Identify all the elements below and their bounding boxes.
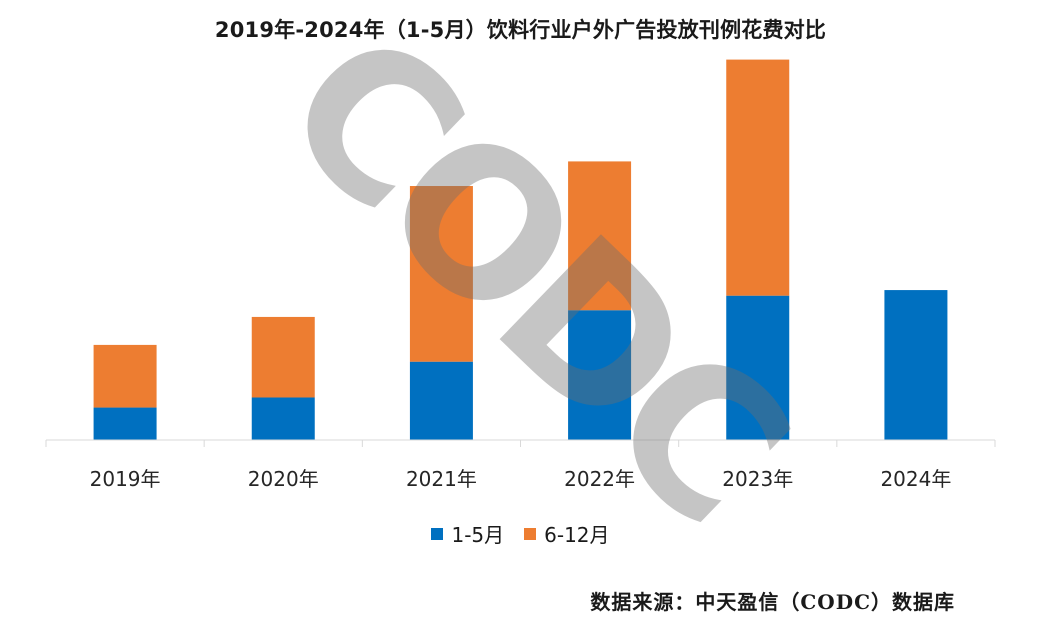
x-tick-label: 2024年	[880, 467, 951, 491]
x-tick-label: 2022年	[564, 467, 635, 491]
x-tick-label: 2020年	[248, 467, 319, 491]
bar-series-1-3	[568, 310, 632, 440]
bar-series-2-1	[251, 316, 315, 398]
x-tick-label: 2021年	[406, 467, 477, 491]
bar-series-2-4	[726, 59, 790, 296]
bar-series-1-4	[726, 295, 790, 440]
chart-title: 2019年-2024年（1-5月）饮料行业户外广告投放刊例花费对比	[214, 18, 827, 42]
x-tick-label: 2019年	[90, 467, 161, 491]
bar-series-1-0	[93, 407, 157, 440]
legend-label-series-1: 1-5月	[451, 523, 505, 547]
bar-series-2-3	[568, 161, 632, 311]
legend-label-series-2: 6-12月	[544, 523, 610, 547]
legend-swatch-series-1	[431, 527, 444, 540]
bar-series-1-2	[409, 361, 473, 440]
bar-series-1-1	[251, 397, 315, 440]
bar-series-2-2	[409, 186, 473, 362]
legend: 1-5月 6-12月	[0, 519, 1041, 548]
legend-item-series-1: 1-5月	[431, 519, 504, 548]
legend-item-series-2: 6-12月	[524, 519, 610, 548]
bar-series-2-0	[93, 344, 157, 408]
legend-swatch-series-2	[524, 527, 537, 540]
x-tick-label: 2023年	[722, 467, 793, 491]
source-note: 数据来源：中天盈信（CODC）数据库	[590, 590, 955, 614]
bar-series-1-5	[884, 290, 948, 440]
